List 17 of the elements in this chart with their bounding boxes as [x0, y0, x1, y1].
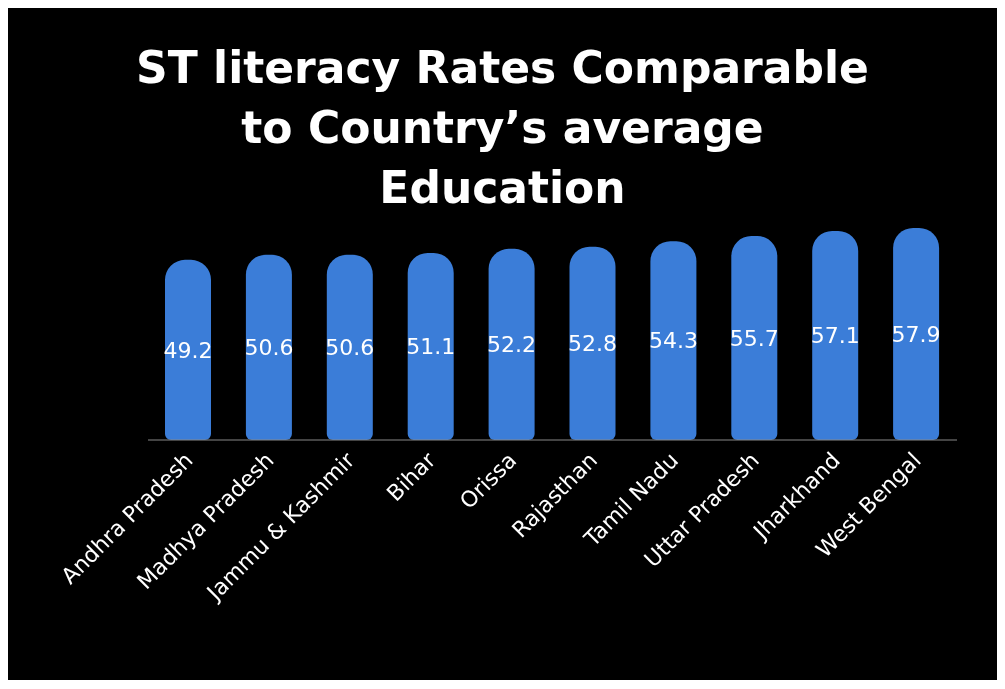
bar [245, 254, 292, 440]
bar [488, 248, 535, 440]
data-label: 51.1 [406, 334, 456, 360]
chart-title: ST literacy Rates Comparable to Country’s average Education [135, 41, 870, 215]
bar [569, 246, 616, 440]
data-label: 50.6 [244, 335, 294, 361]
bar [165, 259, 211, 440]
bar [326, 254, 373, 440]
bar [893, 228, 940, 440]
bar [731, 236, 778, 440]
bar [812, 230, 859, 440]
data-label: 50.6 [325, 335, 375, 361]
bar [407, 252, 454, 440]
data-label: 57.1 [810, 323, 860, 349]
data-label: 55.7 [729, 325, 779, 351]
data-label: 57.9 [891, 321, 941, 347]
bar [650, 241, 697, 440]
